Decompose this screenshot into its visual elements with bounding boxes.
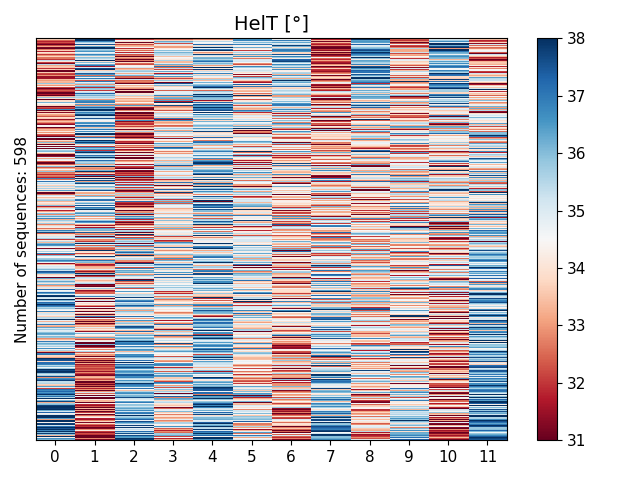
- Y-axis label: Number of sequences: 598: Number of sequences: 598: [15, 136, 30, 343]
- Title: HelT [°]: HelT [°]: [234, 15, 309, 34]
